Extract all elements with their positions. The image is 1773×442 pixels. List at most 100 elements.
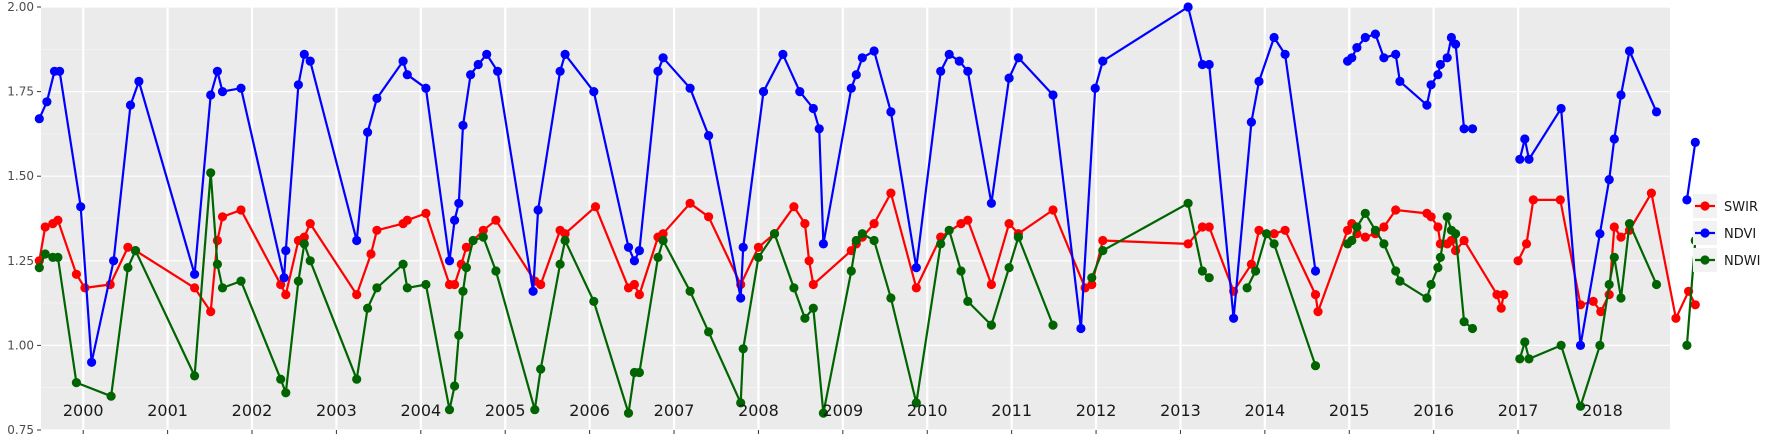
data-point-ndvi <box>134 76 144 86</box>
data-point-ndvi <box>1310 266 1321 276</box>
data-point-ndvi <box>1595 229 1605 239</box>
data-point-ndwi <box>1624 219 1635 229</box>
legend: SWIR NDVI NDWI <box>1693 194 1760 272</box>
data-point-ndwi <box>236 276 246 286</box>
data-point-ndvi <box>936 66 946 76</box>
data-point-ndvi <box>738 242 748 252</box>
data-point-ndwi <box>1515 354 1525 364</box>
data-point-swir <box>1492 290 1502 300</box>
data-point-swir <box>1246 259 1256 269</box>
data-point-ndvi <box>1395 76 1405 86</box>
data-point-ndvi <box>1604 175 1614 185</box>
data-point-ndvi <box>458 120 468 130</box>
data-point-swir <box>1451 246 1461 256</box>
data-point-ndwi <box>450 381 460 391</box>
data-point-swir <box>352 290 362 300</box>
data-point-ndwi <box>1048 320 1058 330</box>
data-point-swir <box>299 232 309 242</box>
data-point-swir <box>869 219 879 229</box>
data-point-ndwi <box>857 229 867 239</box>
data-point-ndwi <box>956 266 966 276</box>
data-point-ndvi <box>1379 53 1389 63</box>
data-point-swir <box>1616 232 1626 242</box>
data-point-swir <box>1360 232 1370 242</box>
data-point-ndvi <box>1391 49 1401 60</box>
data-point-swir <box>685 198 695 208</box>
data-point-ndwi <box>299 239 309 249</box>
data-point-ndwi <box>685 286 695 296</box>
data-point-ndvi <box>1520 134 1530 144</box>
data-point-swir <box>478 225 488 235</box>
data-point-swir <box>461 242 471 252</box>
data-point-ndwi <box>1422 293 1432 303</box>
data-point-swir <box>421 208 431 218</box>
data-point-ndwi <box>293 276 303 286</box>
data-point-swir <box>1048 205 1058 215</box>
data-point-ndwi <box>444 405 455 415</box>
data-point-swir <box>53 215 63 225</box>
data-point-ndvi <box>87 357 97 367</box>
data-point-ndvi <box>352 235 362 246</box>
data-point-ndvi <box>911 263 921 273</box>
data-point-ndvi <box>1013 53 1024 63</box>
data-point-ndwi <box>1004 263 1014 273</box>
data-point-swir <box>963 215 973 225</box>
data-point-swir <box>372 225 382 235</box>
data-point-ndwi <box>1379 239 1389 249</box>
data-point-ndvi <box>236 83 246 93</box>
data-point-ndvi <box>685 83 695 93</box>
data-point-ndvi <box>1435 59 1445 70</box>
data-point-swir <box>491 215 501 225</box>
data-point-ndvi <box>623 242 634 252</box>
data-point-ndvi <box>305 56 315 66</box>
data-point-swir <box>590 202 601 212</box>
data-point-ndvi <box>1183 2 1193 12</box>
data-point-ndvi <box>1556 103 1566 114</box>
legend-key-point <box>1700 255 1710 265</box>
data-point-ndvi <box>1280 49 1290 60</box>
data-point-swir <box>366 249 376 259</box>
legend-label: NDWI <box>1724 254 1760 269</box>
data-point-ndwi <box>1391 266 1401 276</box>
data-point-ndvi <box>533 205 543 215</box>
data-point-swir <box>212 235 222 246</box>
data-point-ndvi <box>293 80 303 90</box>
data-point-swir <box>1596 307 1606 317</box>
data-point-ndvi <box>473 59 483 70</box>
data-point-ndwi <box>106 391 116 401</box>
data-point-ndwi <box>71 378 81 388</box>
data-point-ndvi <box>736 293 746 303</box>
data-point-ndwi <box>869 235 879 246</box>
data-point-ndvi <box>851 70 861 80</box>
data-point-ndwi <box>1269 239 1279 249</box>
data-point-ndvi <box>778 49 788 60</box>
data-point-ndvi <box>1426 80 1436 90</box>
data-point-ndwi <box>846 266 856 276</box>
year-label: 2007 <box>654 401 695 420</box>
data-point-ndwi <box>363 303 373 313</box>
data-point-ndwi <box>454 330 464 340</box>
data-point-ndwi <box>738 344 748 354</box>
data-point-ndvi <box>1609 134 1619 144</box>
data-point-ndwi <box>560 235 570 246</box>
data-point-ndvi <box>190 269 200 279</box>
data-point-ndwi <box>1609 252 1619 262</box>
data-point-ndvi <box>1197 59 1207 70</box>
y-tick-label: 0.75 <box>7 423 34 437</box>
data-point-ndvi <box>555 66 565 76</box>
data-point-swir <box>450 279 460 290</box>
data-point-ndwi <box>478 232 488 242</box>
data-point-ndvi <box>466 70 476 80</box>
data-point-swir <box>1426 212 1436 222</box>
data-point-ndwi <box>421 279 431 290</box>
year-label: 2000 <box>63 401 104 420</box>
data-point-ndvi <box>944 49 954 60</box>
data-point-ndwi <box>1197 266 1207 276</box>
data-point-ndvi <box>1451 39 1461 49</box>
data-point-swir <box>886 188 896 198</box>
data-point-ndwi <box>206 168 216 178</box>
data-point-ndvi <box>963 66 973 76</box>
data-point-ndwi <box>305 256 315 266</box>
data-point-ndvi <box>658 53 668 63</box>
data-point-ndvi <box>528 286 538 296</box>
